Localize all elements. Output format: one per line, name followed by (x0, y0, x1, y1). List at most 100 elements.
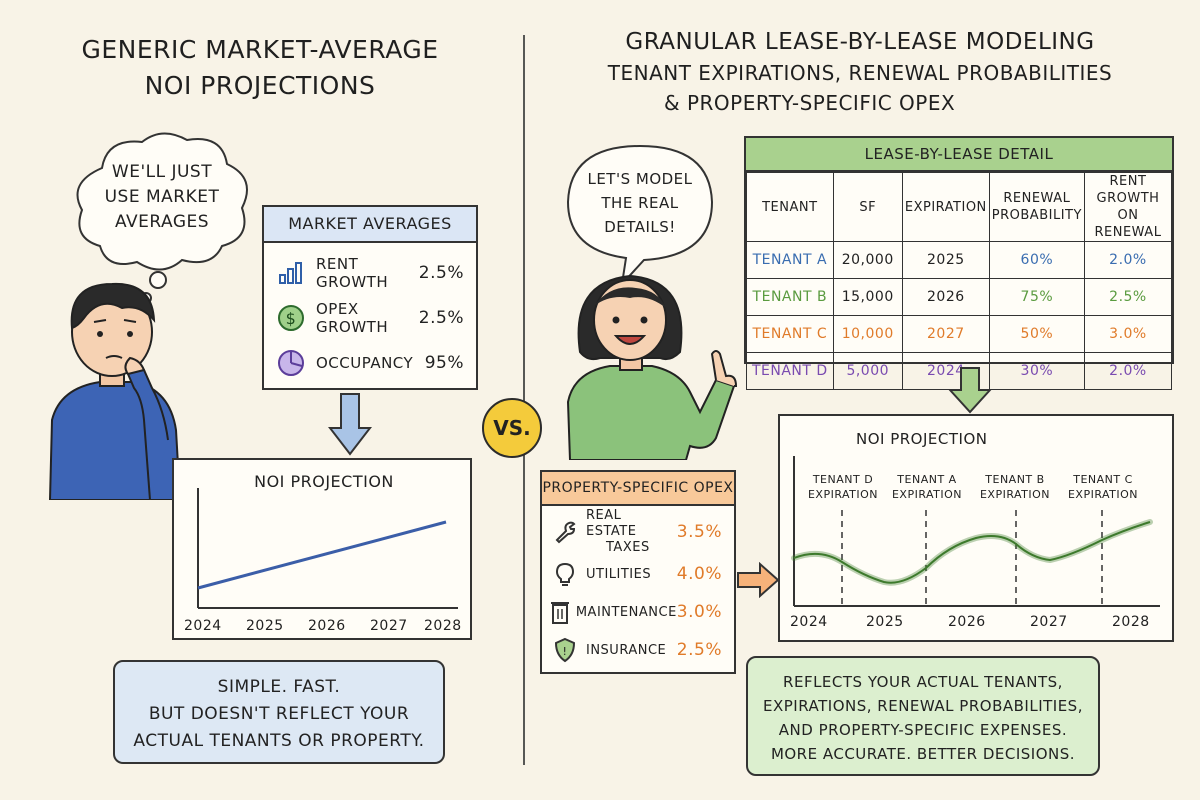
market-averages-header: MARKET AVERAGES (264, 207, 476, 243)
property-opex-panel: PROPERTY-SPECIFIC OPEX REAL ESTATE TAXES… (540, 470, 736, 674)
dollar-coin-icon: $ (274, 301, 308, 335)
opex-label-insurance: INSURANCE (586, 642, 667, 658)
expiration-cell: 2026 (901, 278, 990, 316)
opex-value-maintenance: 3.0% (676, 602, 722, 622)
svg-text:!: ! (563, 645, 568, 658)
market-row-opex-growth: $ OPEX GROWTH 2.5% (264, 298, 476, 338)
event-label-tenant-a: TENANT A EXPIRATION (891, 473, 963, 501)
right-x-tick-2028: 2028 (1112, 614, 1150, 630)
tenant-cell: TENANT C (746, 315, 834, 353)
rent-growth-cell: 3.0% (1083, 315, 1173, 353)
market-label-occupancy: OCCUPANCY (316, 354, 414, 372)
thought-text: WE'LL JUST USE MARKET AVERAGES (72, 160, 252, 235)
left-x-tick-2024: 2024 (184, 618, 222, 634)
expiration-cell: 2025 (901, 241, 990, 279)
table-row: TENANT C 10,000 2027 50% 3.0% (746, 315, 1173, 353)
thought-line2: USE MARKET (104, 187, 220, 207)
sf-cell: 5,000 (832, 352, 903, 390)
left-x-tick-2025: 2025 (246, 618, 284, 634)
opex-value-real-estate-taxes: 3.5% (676, 522, 722, 542)
speech-bubble (566, 144, 714, 288)
market-value-rent-growth: 2.5% (418, 263, 464, 283)
column-header-expiration: EXPIRATION (901, 172, 990, 242)
opex-row-maintenance: MAINTENANCE 3.0% (542, 592, 734, 632)
event-label-tenant-d: TENANT D EXPIRATION (807, 473, 879, 501)
sf-cell: 15,000 (832, 278, 903, 316)
svg-text:$: $ (286, 309, 297, 328)
lease-detail-table-panel: LEASE-BY-LEASE DETAIL TENANT SF EXPIRATI… (744, 136, 1174, 390)
left-x-tick-2026: 2026 (308, 618, 346, 634)
renewal-cell: 60% (988, 241, 1085, 279)
left-note-line1: SIMPLE. FAST. (217, 677, 341, 697)
lease-table-header: LEASE-BY-LEASE DETAIL (746, 138, 1172, 172)
pointing-woman-illustration (566, 274, 738, 460)
right-title-line2: TENANT EXPIRATIONS, RENEWAL PROBABILITIE… (607, 61, 1113, 85)
right-x-tick-2024: 2024 (790, 614, 828, 630)
lease-table-column-headers: TENANT SF EXPIRATION RENEWAL PROBABILITY … (746, 172, 1173, 242)
left-note-line3: ACTUAL TENANTS OR PROPERTY. (133, 731, 425, 751)
left-title-line1: GENERIC MARKET-AVERAGE (81, 35, 439, 64)
left-noi-chart-title: NOI PROJECTION (254, 472, 394, 491)
opex-label-utilities: UTILITIES (586, 566, 652, 582)
right-noi-chart-title: NOI PROJECTION (856, 430, 988, 448)
speech-line1: LET'S MODEL (587, 170, 693, 188)
left-x-tick-2028: 2028 (424, 618, 462, 634)
opex-value-utilities: 4.0% (676, 564, 722, 584)
left-noi-trend-line (197, 520, 447, 590)
down-arrow-green (948, 367, 992, 414)
right-x-tick-2027: 2027 (1030, 614, 1068, 630)
opex-row-utilities: UTILITIES 4.0% (542, 554, 734, 594)
left-title: GENERIC MARKET-AVERAGE NOI PROJECTIONS (40, 32, 480, 104)
market-label-rent-growth: RENT GROWTH (316, 255, 389, 291)
column-header-rent-growth: RENT GROWTH ON RENEWAL (1083, 172, 1173, 242)
opex-label-maintenance: MAINTENANCE (575, 604, 677, 620)
right-title-line3: & PROPERTY-SPECIFIC OPEX (664, 91, 956, 115)
opex-row-real-estate-taxes: REAL ESTATE TAXES 3.5% (542, 508, 734, 555)
left-summary-note: SIMPLE. FAST. BUT DOESN'T REFLECT YOUR A… (113, 660, 445, 764)
renewal-cell: 30% (988, 352, 1085, 390)
market-row-occupancy: OCCUPANCY 95% (264, 343, 476, 383)
rent-growth-cell: 2.0% (1083, 241, 1173, 279)
opex-header: PROPERTY-SPECIFIC OPEX (542, 472, 734, 506)
market-row-rent-growth: RENT GROWTH 2.5% (264, 253, 476, 293)
thought-line3: AVERAGES (114, 212, 210, 232)
opex-label-real-estate: REAL ESTATE (586, 508, 637, 539)
table-row: TENANT A 20,000 2025 60% 2.0% (746, 241, 1173, 279)
left-noi-chart: NOI PROJECTION 2024 2025 2026 2027 2028 (172, 458, 472, 640)
right-arrow-orange (737, 562, 780, 598)
tenant-cell: TENANT B (746, 278, 834, 316)
table-row: TENANT B 15,000 2026 75% 2.5% (746, 278, 1173, 316)
tenant-cell: TENANT A (746, 241, 834, 279)
opex-row-insurance: ! INSURANCE 2.5% (542, 630, 734, 670)
lightbulb-icon (548, 557, 582, 591)
pie-chart-icon (274, 346, 308, 380)
renewal-cell: 50% (988, 315, 1085, 353)
sf-cell: 20,000 (832, 241, 903, 279)
left-title-line2: NOI PROJECTIONS (144, 71, 376, 100)
thinking-man-illustration (48, 282, 182, 500)
event-label-tenant-c: TENANT C EXPIRATION (1067, 473, 1139, 501)
market-averages-panel: MARKET AVERAGES RENT GROWTH 2.5% $ OPEX … (262, 205, 478, 390)
renewal-cell: 75% (988, 278, 1085, 316)
market-label-opex-growth: OPEX GROWTH (316, 300, 389, 336)
right-title-line1: GRANULAR LEASE-BY-LEASE MODELING (625, 29, 1095, 55)
thought-line1: WE'LL JUST (111, 162, 213, 182)
right-note-line4: MORE ACCURATE. BETTER DECISIONS. (770, 745, 1076, 763)
down-arrow-blue (328, 393, 372, 456)
market-value-occupancy: 95% (424, 353, 464, 373)
right-summary-note: REFLECTS YOUR ACTUAL TENANTS, EXPIRATION… (746, 656, 1100, 776)
lease-table: TENANT SF EXPIRATION RENEWAL PROBABILITY … (746, 172, 1173, 390)
speech-line3: DETAILS! (604, 218, 676, 236)
opex-label-taxes: TAXES (606, 540, 650, 555)
speech-text: LET'S MODEL THE REAL DETAILS! (566, 167, 714, 239)
right-x-tick-2026: 2026 (948, 614, 986, 630)
right-noi-projection-curve (791, 519, 1153, 586)
rent-growth-cell: 2.0% (1083, 352, 1173, 390)
trash-can-icon (548, 595, 572, 629)
thought-bubble (76, 132, 248, 304)
right-title: GRANULAR LEASE-BY-LEASE MODELING TENANT … (560, 26, 1160, 118)
tenant-cell: TENANT D (746, 352, 834, 390)
market-value-opex-growth: 2.5% (418, 308, 464, 328)
right-note-line3: AND PROPERTY-SPECIFIC EXPENSES. (778, 721, 1068, 739)
left-x-tick-2027: 2027 (370, 618, 408, 634)
